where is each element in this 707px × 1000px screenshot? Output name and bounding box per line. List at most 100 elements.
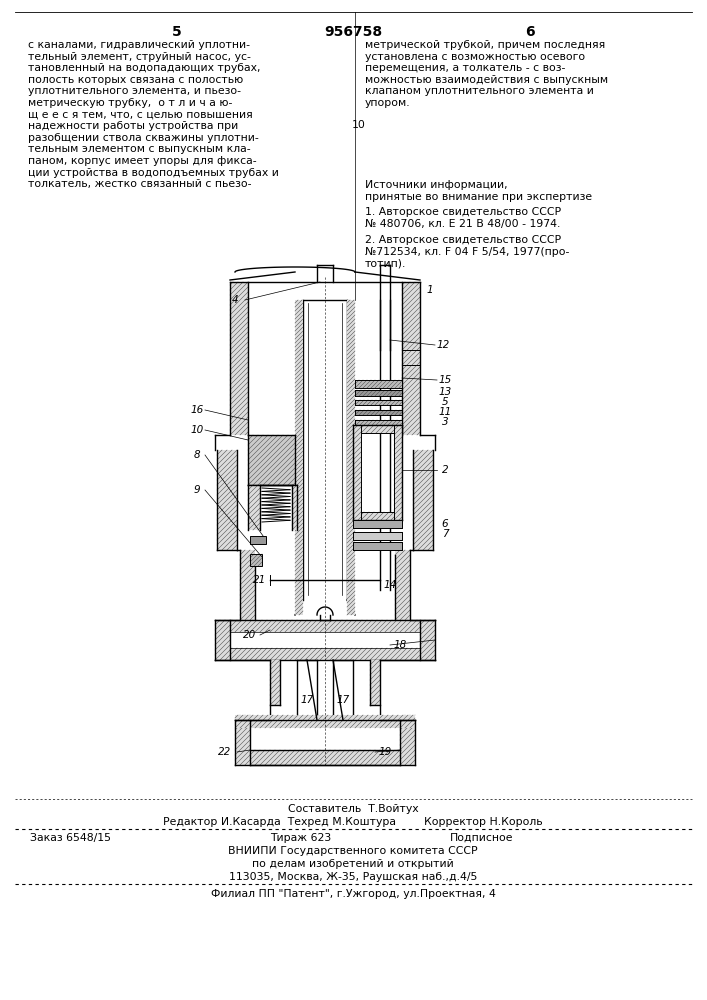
Bar [240, 550, 255, 620]
Bar [292, 485, 297, 530]
Text: 14: 14 [383, 580, 397, 590]
Text: 18: 18 [393, 640, 407, 650]
Text: 8: 8 [194, 450, 200, 460]
Text: ВНИИПИ Государственного комитета СССР: ВНИИПИ Государственного комитета СССР [228, 846, 478, 856]
Text: 9: 9 [194, 485, 200, 495]
Bar [295, 300, 303, 615]
Bar [250, 750, 400, 765]
Bar [355, 380, 402, 388]
Text: 16: 16 [190, 405, 204, 415]
Text: метрической трубкой, причем последняя
установлена с возможностью осевого
перемещ: метрической трубкой, причем последняя ус… [365, 40, 608, 108]
Text: принятые во внимание при экспертизе: принятые во внимание при экспертизе [365, 192, 592, 202]
Bar [230, 620, 420, 632]
Text: Тираж 623: Тираж 623 [270, 833, 332, 843]
Text: 17: 17 [300, 695, 314, 705]
Text: 6: 6 [442, 519, 448, 529]
Text: 5: 5 [442, 397, 448, 407]
Text: 1: 1 [427, 285, 433, 295]
Text: 4: 4 [232, 295, 238, 305]
Bar [420, 620, 435, 660]
Text: 15: 15 [438, 375, 452, 385]
Bar [400, 715, 415, 765]
Bar [248, 485, 260, 530]
Text: 2: 2 [442, 465, 448, 475]
Text: с каналами, гидравлический уплотни-
тельный элемент, струйный насос, ус-
тановле: с каналами, гидравлический уплотни- тель… [28, 40, 279, 189]
Text: 956758: 956758 [324, 25, 382, 39]
Text: 10: 10 [352, 120, 366, 130]
Bar [353, 520, 402, 528]
Bar [355, 380, 402, 388]
Bar [355, 410, 402, 415]
Bar [353, 532, 402, 540]
Text: 3: 3 [442, 417, 448, 427]
Bar [250, 554, 262, 566]
Bar [295, 300, 303, 615]
Bar [215, 620, 230, 660]
Bar [230, 648, 420, 660]
Text: 1. Авторское свидетельство СССР: 1. Авторское свидетельство СССР [365, 207, 561, 217]
Bar [292, 485, 297, 530]
Text: Источники информации,: Источники информации, [365, 180, 508, 190]
Text: 5: 5 [172, 25, 182, 39]
Text: № 480706, кл. E 21 B 48/00 - 1974.: № 480706, кл. E 21 B 48/00 - 1974. [365, 219, 561, 229]
Text: 17: 17 [337, 695, 350, 705]
Text: 10: 10 [190, 425, 204, 435]
Bar [420, 620, 435, 660]
Text: 20: 20 [243, 630, 257, 640]
Text: Подписное: Подписное [450, 833, 513, 843]
Text: Заказ 6548/15: Заказ 6548/15 [30, 833, 111, 843]
Text: 13: 13 [438, 387, 452, 397]
Bar [230, 282, 248, 435]
Bar [361, 425, 394, 433]
Bar [413, 450, 433, 550]
Bar [361, 512, 394, 520]
Bar [230, 648, 420, 660]
Bar [370, 660, 380, 705]
Text: №712534, кл. F 04 F 5/54, 1977(про-: №712534, кл. F 04 F 5/54, 1977(про- [365, 247, 569, 257]
Bar [230, 282, 248, 435]
Bar [355, 410, 402, 415]
Text: 22: 22 [218, 747, 232, 757]
Text: тотип).: тотип). [365, 259, 407, 269]
Text: Филиал ПП "Патент", г.Ужгород, ул.Проектная, 4: Филиал ПП "Патент", г.Ужгород, ул.Проект… [211, 889, 496, 899]
Text: 12: 12 [436, 340, 450, 350]
Bar [355, 390, 402, 396]
Bar [395, 550, 410, 620]
Text: 113035, Москва, Ж-35, Раушская наб.,д.4/5: 113035, Москва, Ж-35, Раушская наб.,д.4/… [229, 872, 477, 882]
Bar [250, 750, 400, 765]
Bar [250, 536, 266, 544]
Text: 21: 21 [253, 575, 267, 585]
Bar [394, 425, 402, 520]
Bar [353, 542, 402, 550]
Bar [402, 282, 420, 435]
Bar [270, 660, 280, 705]
Bar [250, 554, 262, 566]
Text: 2. Авторское свидетельство СССР: 2. Авторское свидетельство СССР [365, 235, 561, 245]
Text: 6: 6 [525, 25, 534, 39]
Bar [355, 400, 402, 405]
Bar [270, 660, 280, 705]
Bar [215, 620, 230, 660]
Bar [217, 450, 237, 550]
Bar [355, 420, 402, 426]
Bar [235, 715, 250, 765]
Bar [235, 715, 250, 765]
Bar [361, 512, 394, 520]
Bar [248, 435, 295, 485]
Bar [235, 715, 415, 728]
Text: по делам изобретений и открытий: по делам изобретений и открытий [252, 859, 454, 869]
Bar [248, 435, 295, 485]
Bar [235, 715, 415, 728]
Bar [400, 715, 415, 765]
Bar [240, 550, 255, 620]
Text: 11: 11 [438, 407, 452, 417]
Text: Редактор И.Касарда  Техред М.Коштура        Корректор Н.Король: Редактор И.Касарда Техред М.Коштура Корр… [163, 817, 543, 827]
Text: Составитель  Т.Войтух: Составитель Т.Войтух [288, 804, 419, 814]
Bar [355, 390, 402, 396]
Bar [355, 400, 402, 405]
Bar [370, 660, 380, 705]
Bar [248, 485, 260, 530]
Bar [395, 550, 410, 620]
Bar [230, 620, 420, 632]
Bar [413, 450, 433, 550]
